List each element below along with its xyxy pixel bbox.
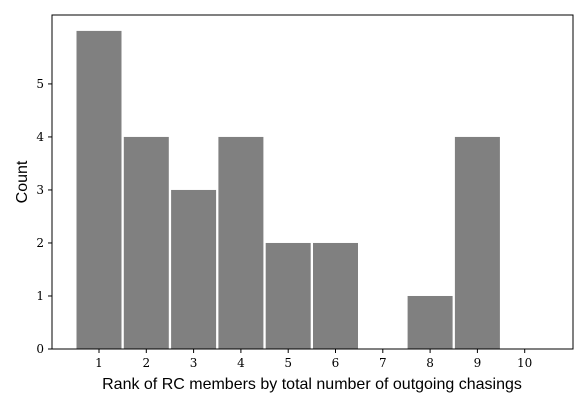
y-axis: 0 1 2 3 4 5 [36,77,52,356]
x-tick-label: 7 [379,356,387,370]
bar-8 [407,295,453,349]
y-tick-label: 0 [36,342,44,356]
y-tick-label: 3 [36,183,44,197]
bar-6 [313,242,358,349]
x-tick-label: 1 [95,356,103,370]
x-tick-label: 9 [474,356,482,370]
y-tick-label: 2 [36,236,44,250]
bar-5 [265,242,311,349]
plot-frame [51,14,574,350]
x-tick-label: 8 [426,356,434,370]
bar-9 [454,136,500,349]
bars-group [76,30,500,350]
x-tick-label: 10 [517,356,532,370]
x-axis: 1 2 3 4 5 6 7 8 9 10 [95,349,532,370]
x-tick-label: 2 [142,356,150,370]
x-tick-label: 5 [284,356,292,370]
y-tick-label: 1 [36,289,44,303]
bar-3 [171,189,217,349]
x-tick-label: 3 [190,356,198,370]
bar-2 [123,136,169,349]
x-tick-label: 6 [332,356,340,370]
y-tick-label: 5 [36,77,44,91]
y-axis-label: Count [14,160,31,203]
bar-1 [76,30,122,350]
y-tick-label: 4 [36,130,44,144]
bar-4 [218,136,264,349]
x-tick-label: 4 [237,356,245,370]
x-axis-label: Rank of RC members by total number of ou… [102,376,522,393]
